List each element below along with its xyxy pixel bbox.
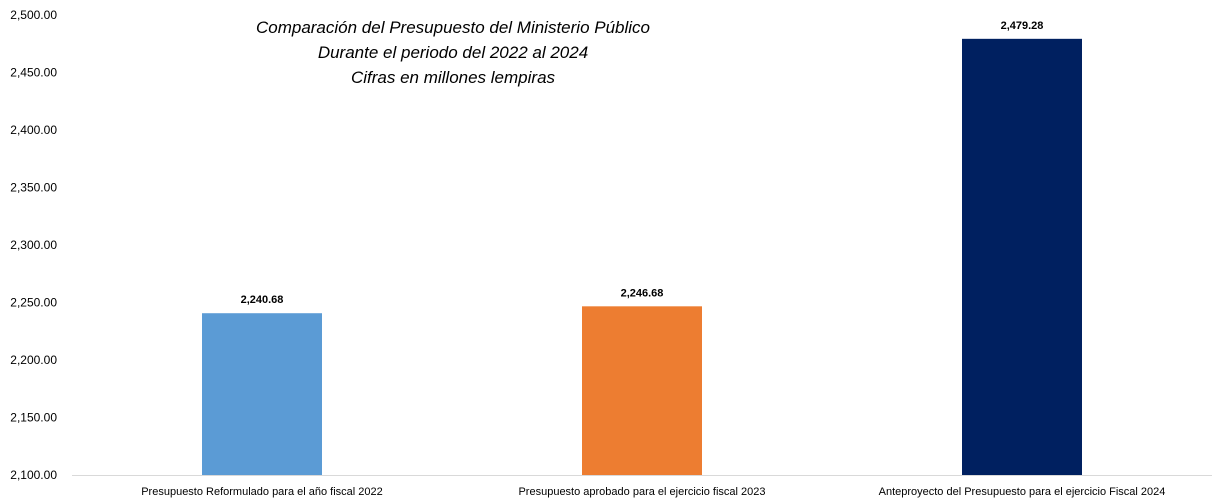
x-tick-label: Presupuesto Reformulado para el año fisc… — [141, 486, 383, 498]
data-labels: 2,240.68 2,246.68 2,479.28 — [241, 20, 1044, 306]
chart-title-line-3: Cifras en millones lempiras — [351, 68, 556, 87]
y-tick-label: 2,250.00 — [10, 296, 57, 310]
y-tick-label: 2,200.00 — [10, 353, 57, 367]
x-tick-label: Presupuesto aprobado para el ejercicio f… — [518, 486, 765, 498]
bar — [962, 38, 1082, 475]
bar-data-label: 2,246.68 — [621, 287, 664, 299]
bar-data-label: 2,240.68 — [241, 294, 284, 306]
y-tick-label: 2,150.00 — [10, 411, 57, 425]
y-tick-label: 2,350.00 — [10, 181, 57, 195]
y-tick-label: 2,300.00 — [10, 238, 57, 252]
bars — [202, 38, 1082, 475]
y-tick-label: 2,100.00 — [10, 468, 57, 482]
x-tick-label: Anteproyecto del Presupuesto para el eje… — [879, 486, 1166, 498]
bar-data-label: 2,479.28 — [1001, 20, 1044, 32]
y-tick-label: 2,500.00 — [10, 8, 57, 22]
chart-title-line-1: Comparación del Presupuesto del Minister… — [256, 18, 650, 37]
y-tick-label: 2,400.00 — [10, 123, 57, 137]
bar — [582, 306, 702, 475]
bar — [202, 313, 322, 475]
y-axis-ticks: 2,100.00 2,150.00 2,200.00 2,250.00 2,300.00… — [10, 8, 57, 482]
chart-title-line-2: Durante el periodo del 2022 al 2024 — [318, 43, 588, 62]
x-axis-tick-labels: Presupuesto Reformulado para el año fisc… — [141, 486, 1165, 498]
y-tick-label: 2,450.00 — [10, 66, 57, 80]
